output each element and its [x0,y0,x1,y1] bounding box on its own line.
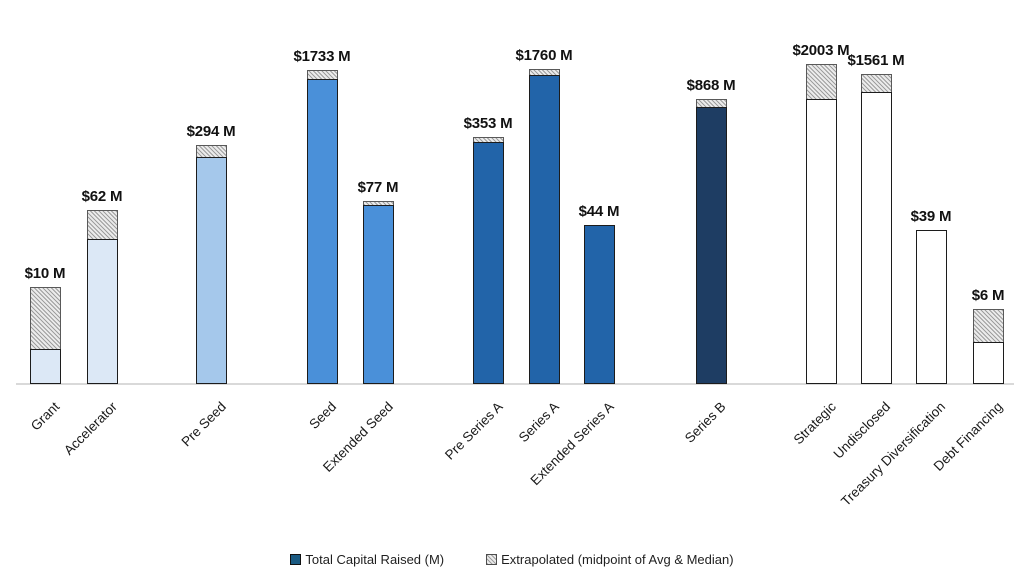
raised-segment [86,239,118,384]
value-label-seed: $1733 M [293,48,351,65]
legend-item-extrapolated[interactable]: Extrapolated (midpoint of Avg & Median) [486,552,734,567]
legend-solid-swatch-icon [290,554,302,565]
extrapolated-segment [695,99,727,107]
x-label-strategic: Strategic [790,399,839,448]
extrapolated-segment [86,210,118,239]
value-label-series-a: $1760 M [515,47,573,64]
bar-pre-seed[interactable] [195,145,227,384]
legend-hatched-swatch-icon [486,554,498,565]
x-label-treasury-diversification: Treasury Diversification [838,399,949,509]
raised-segment [528,75,560,384]
raised-segment [860,92,892,384]
value-label-treasury-diversification: $39 M [910,208,952,225]
bar-debt-financing[interactable] [972,309,1004,384]
x-label-grant: Grant [28,399,63,434]
bar-series-a[interactable] [528,69,560,384]
x-label-pre-seed: Pre Seed [178,399,229,450]
raised-segment [472,142,504,384]
value-label-grant: $10 M [24,265,66,282]
extrapolated-segment [29,287,61,349]
x-axis-line [16,383,1014,385]
raised-segment [362,205,394,384]
legend-label-extrapolated: Extrapolated (midpoint of Avg & Median) [501,552,734,567]
raised-segment [915,230,947,384]
x-label-series-a: Series A [515,399,562,446]
x-label-series-b: Series B [681,399,729,446]
value-label-extended-series-a: $44 M [578,203,620,220]
extrapolated-segment [805,64,837,99]
value-label-pre-seed: $294 M [186,123,236,140]
bar-pre-series-a[interactable] [472,137,504,384]
raised-segment [695,107,727,384]
bar-series-b[interactable] [695,99,727,384]
extrapolated-segment [472,137,504,142]
x-label-seed: Seed [306,399,340,432]
value-label-undisclosed: $1561 M [847,52,905,69]
bar-extended-seed[interactable] [362,201,394,384]
raised-segment [805,99,837,384]
extrapolated-segment [528,69,560,75]
value-label-series-b: $868 M [686,77,736,94]
raised-segment [29,349,61,384]
extrapolated-segment [306,70,338,79]
bar-extended-series-a[interactable] [583,225,615,384]
value-label-strategic: $2003 M [792,42,850,59]
legend: Total Capital Raised (M) Extrapolated (m… [0,552,1024,567]
value-label-debt-financing: $6 M [971,287,1005,304]
x-label-accelerator: Accelerator [60,399,120,458]
legend-item-total[interactable]: Total Capital Raised (M) [290,552,444,567]
extrapolated-segment [860,74,892,92]
x-label-pre-series-a: Pre Series A [441,399,506,463]
raised-segment [306,79,338,384]
value-label-accelerator: $62 M [81,188,123,205]
bar-undisclosed[interactable] [860,74,892,384]
legend-label-total: Total Capital Raised (M) [305,552,445,567]
extrapolated-segment [972,309,1004,342]
raised-segment [583,225,615,384]
value-label-pre-series-a: $353 M [463,115,513,132]
bar-strategic[interactable] [805,64,837,384]
bar-accelerator[interactable] [86,210,118,384]
raised-segment [195,157,227,384]
bar-grant[interactable] [29,287,61,384]
bar-seed[interactable] [306,70,338,384]
value-label-extended-seed: $77 M [357,179,399,196]
raised-segment [972,342,1004,384]
bar-treasury-diversification[interactable] [915,230,947,384]
extrapolated-segment [195,145,227,157]
extrapolated-segment [362,201,394,205]
